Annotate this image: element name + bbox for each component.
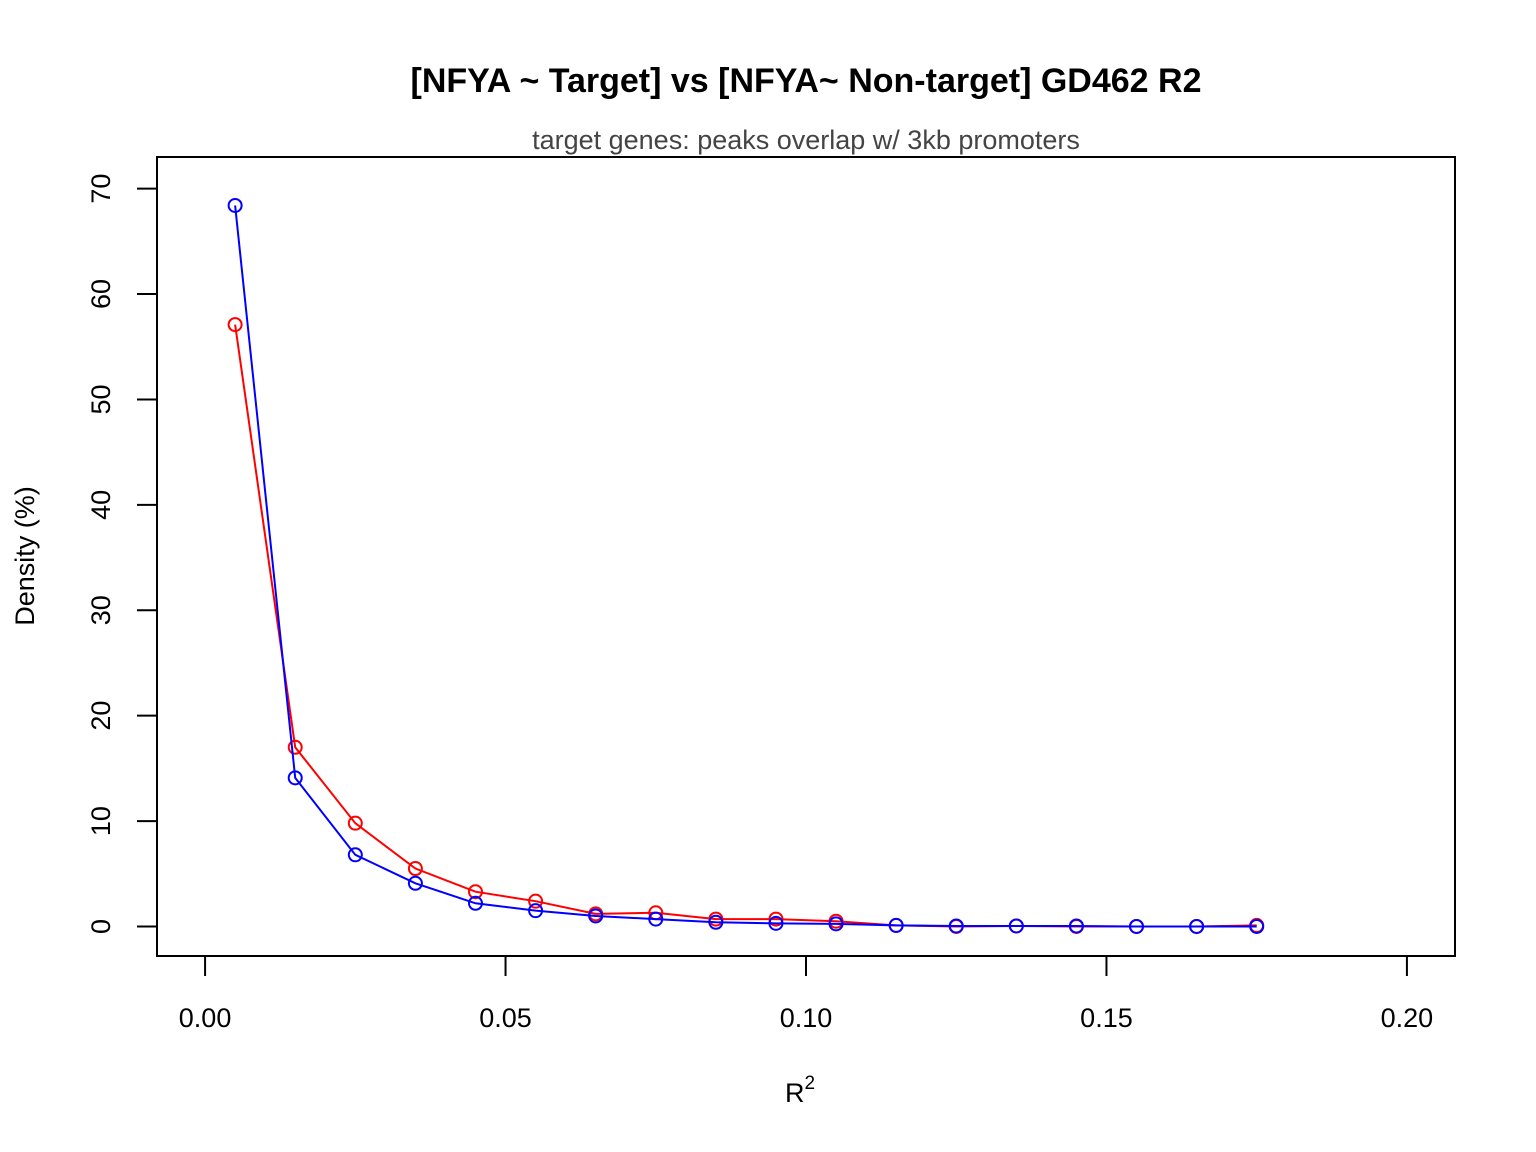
data-point: [227, 317, 243, 333]
data-point: [407, 875, 423, 891]
data-point: [347, 815, 363, 831]
y-tick-label: 50: [86, 384, 116, 414]
y-tick-label: 0: [86, 919, 116, 934]
chart-subtitle: target genes: peaks overlap w/ 3kb promo…: [532, 125, 1080, 155]
data-point: [828, 916, 844, 932]
data-point: [588, 908, 604, 924]
data-point: [528, 893, 544, 909]
data-point: [407, 861, 423, 877]
series-1: [227, 317, 1265, 934]
data-point: [1129, 918, 1145, 934]
y-tick-label: 40: [86, 490, 116, 520]
series-2: [227, 197, 1265, 934]
y-tick-label: 10: [86, 806, 116, 836]
y-axis-label: Density (%): [10, 486, 40, 626]
x-axis: 0.00 0.05 0.10 0.15 0.20: [179, 955, 1434, 1033]
x-axis-label: R2: [785, 1073, 815, 1108]
data-point: [888, 917, 904, 933]
data-point: [287, 770, 303, 786]
plot-frame: [156, 156, 1456, 957]
x-tick-label: 0.20: [1381, 1003, 1434, 1033]
x-tick-label: 0.10: [780, 1003, 833, 1033]
data-point: [467, 884, 483, 900]
y-tick-label: 70: [86, 174, 116, 204]
chart-title: [NFYA ~ Target] vs [NFYA~ Non-target] GD…: [411, 62, 1202, 100]
x-tick-label: 0.05: [479, 1003, 532, 1033]
x-tick-label: 0.00: [179, 1003, 232, 1033]
data-point: [528, 903, 544, 919]
series-line: [234, 205, 1257, 928]
y-tick-label: 60: [86, 279, 116, 309]
data-point: [948, 918, 964, 934]
data-point: [287, 739, 303, 755]
series-line: [234, 324, 1257, 928]
data-point: [648, 911, 664, 927]
data-point: [1189, 918, 1205, 934]
y-tick-label: 20: [86, 701, 116, 731]
x-axis-label-superscript: 2: [804, 1073, 815, 1094]
data-point: [708, 914, 724, 930]
x-axis-label-base: R: [785, 1078, 805, 1108]
data-point: [1008, 918, 1024, 934]
y-axis: 0 10 20 30 40 50 60 70: [86, 174, 158, 934]
data-point: [347, 847, 363, 863]
data-point: [467, 895, 483, 911]
data-point: [1068, 918, 1084, 934]
data-point: [1249, 918, 1265, 934]
data-point: [227, 197, 243, 213]
data-point: [768, 911, 784, 927]
data-point: [768, 915, 784, 931]
series-layer: [227, 197, 1265, 934]
y-tick-label: 30: [86, 595, 116, 625]
x-tick-label: 0.15: [1080, 1003, 1133, 1033]
